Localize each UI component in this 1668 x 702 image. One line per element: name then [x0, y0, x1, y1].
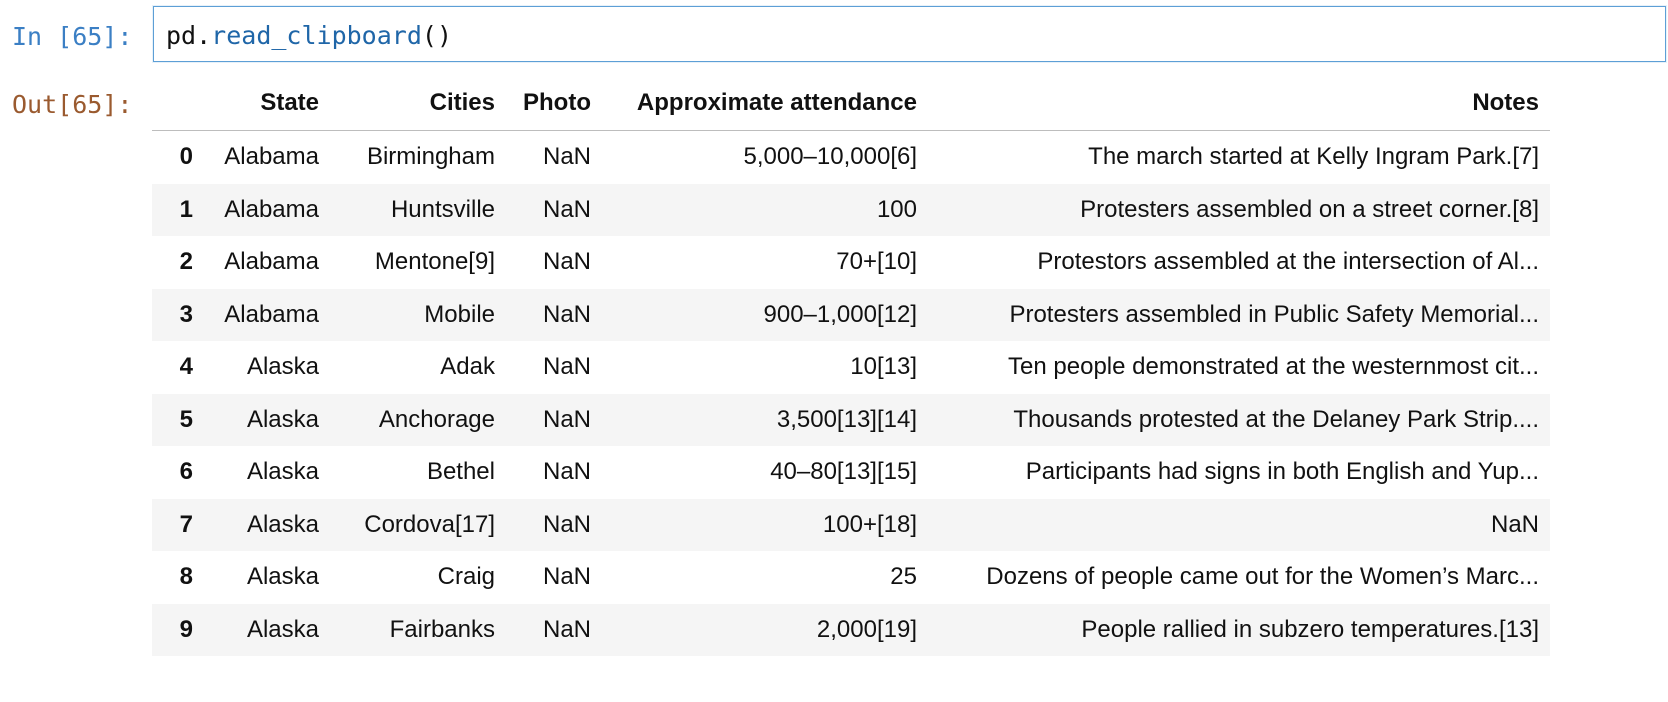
cell-state: Alabama [224, 143, 319, 171]
table-row: 1 Alabama Huntsville NaN 100 Protesters … [152, 183, 1550, 236]
cell-notes: Participants had signs in both English a… [1025, 458, 1539, 486]
row-index: 9 [179, 615, 193, 643]
cell-photo: NaN [542, 510, 591, 538]
cell-state: Alaska [246, 353, 319, 381]
table-row: 9 Alaska Fairbanks NaN 2,000[19] People … [152, 603, 1550, 656]
cell-photo: NaN [542, 458, 591, 486]
cell-state: Alaska [246, 615, 319, 643]
cell-notes: NaN [1490, 510, 1539, 538]
cell-cities: Mobile [424, 300, 495, 328]
cell-cities: Fairbanks [389, 615, 495, 643]
row-index: 8 [179, 563, 193, 591]
cell-photo: NaN [542, 248, 591, 276]
cell-state: Alabama [224, 248, 319, 276]
cell-notes: Ten people demonstrated at the westernmo… [1008, 353, 1539, 381]
cell-notes: People rallied in subzero temperatures.[… [1081, 615, 1539, 643]
cell-photo: NaN [542, 563, 591, 591]
cell-state: Alaska [246, 458, 319, 486]
cell-cities: Huntsville [390, 195, 495, 223]
table-row: 3 Alabama Mobile NaN 900–1,000[12] Prote… [152, 288, 1550, 341]
column-header-attendance: Approximate attendance [602, 78, 928, 131]
cell-attendance: 70+[10] [836, 248, 917, 276]
cell-notes: Thousands protested at the Delaney Park … [1013, 405, 1539, 433]
cell-attendance: 100 [876, 195, 917, 223]
row-index: 3 [179, 300, 193, 328]
table-row: 6 Alaska Bethel NaN 40–80[13][15] Partic… [152, 446, 1550, 499]
cell-cities: Craig [437, 563, 495, 591]
code-object: pd [166, 21, 197, 50]
cell-cities: Mentone[9] [374, 248, 495, 276]
row-index: 6 [179, 458, 193, 486]
cell-photo: NaN [542, 405, 591, 433]
cell-attendance: 25 [890, 563, 917, 591]
table-row: 2 Alabama Mentone[9] NaN 70+[10] Protest… [152, 236, 1550, 289]
row-index: 0 [179, 143, 193, 171]
column-header-index [152, 78, 204, 131]
column-header-photo: Photo [506, 78, 602, 131]
table-body: 0 Alabama Birmingham NaN 5,000–10,000[6]… [152, 131, 1550, 656]
dataframe-table: State Cities Photo Approximate attendanc… [152, 78, 1550, 656]
table-row: 5 Alaska Anchorage NaN 3,500[13][14] Tho… [152, 393, 1550, 446]
code-input-editor[interactable]: pd.read_clipboard() [153, 6, 1666, 62]
column-header-notes: Notes [928, 78, 1550, 131]
cell-cities: Adak [440, 353, 495, 381]
row-index: 4 [179, 353, 193, 381]
code-parens: () [421, 21, 452, 50]
cell-state: Alaska [246, 405, 319, 433]
table-row: 8 Alaska Craig NaN 25 Dozens of people c… [152, 551, 1550, 604]
cell-photo: NaN [542, 143, 591, 171]
cell-state: Alaska [246, 510, 319, 538]
output-prompt: Out[65]: [12, 90, 133, 119]
code-line[interactable]: pd.read_clipboard() [166, 21, 452, 51]
cell-attendance: 10[13] [850, 353, 917, 381]
table-row: 7 Alaska Cordova[17] NaN 100+[18] NaN [152, 498, 1550, 551]
row-index: 7 [179, 510, 193, 538]
cell-state: Alabama [224, 300, 319, 328]
cell-notes: Protesters assembled in Public Safety Me… [1009, 300, 1539, 328]
cell-cities: Anchorage [378, 405, 495, 433]
cell-cities: Birmingham [366, 143, 495, 171]
table-row: 4 Alaska Adak NaN 10[13] Ten people demo… [152, 341, 1550, 394]
cell-attendance: 40–80[13][15] [770, 458, 917, 486]
header-row: State Cities Photo Approximate attendanc… [152, 78, 1550, 131]
cell-state: Alabama [224, 195, 319, 223]
row-index: 2 [179, 248, 193, 276]
row-index: 5 [179, 405, 193, 433]
dataframe-output: State Cities Photo Approximate attendanc… [152, 78, 1550, 656]
cell-state: Alaska [246, 563, 319, 591]
cell-notes: Protesters assembled on a street corner.… [1080, 195, 1539, 223]
cell-photo: NaN [542, 300, 591, 328]
input-prompt: In [65]: [12, 22, 133, 51]
row-index: 1 [179, 195, 193, 223]
cell-attendance: 2,000[19] [816, 615, 917, 643]
cell-notes: The march started at Kelly Ingram Park.[… [1088, 143, 1539, 171]
cell-attendance: 900–1,000[12] [763, 300, 917, 328]
cell-cities: Bethel [426, 458, 495, 486]
table-row: 0 Alabama Birmingham NaN 5,000–10,000[6]… [152, 131, 1550, 184]
cell-notes: Dozens of people came out for the Women’… [986, 563, 1539, 591]
cell-attendance: 5,000–10,000[6] [743, 143, 918, 171]
table-header: State Cities Photo Approximate attendanc… [152, 78, 1550, 131]
code-dot: . [196, 21, 212, 50]
column-header-state: State [204, 78, 330, 131]
cell-attendance: 100+[18] [822, 510, 917, 538]
cell-photo: NaN [542, 195, 591, 223]
cell-photo: NaN [542, 353, 591, 381]
code-function-name: read_clipboard [211, 21, 422, 50]
cell-cities: Cordova[17] [364, 510, 495, 538]
cell-attendance: 3,500[13][14] [776, 405, 917, 433]
cell-notes: Protestors assembled at the intersection… [1037, 248, 1539, 276]
cell-photo: NaN [542, 615, 591, 643]
column-header-cities: Cities [330, 78, 506, 131]
